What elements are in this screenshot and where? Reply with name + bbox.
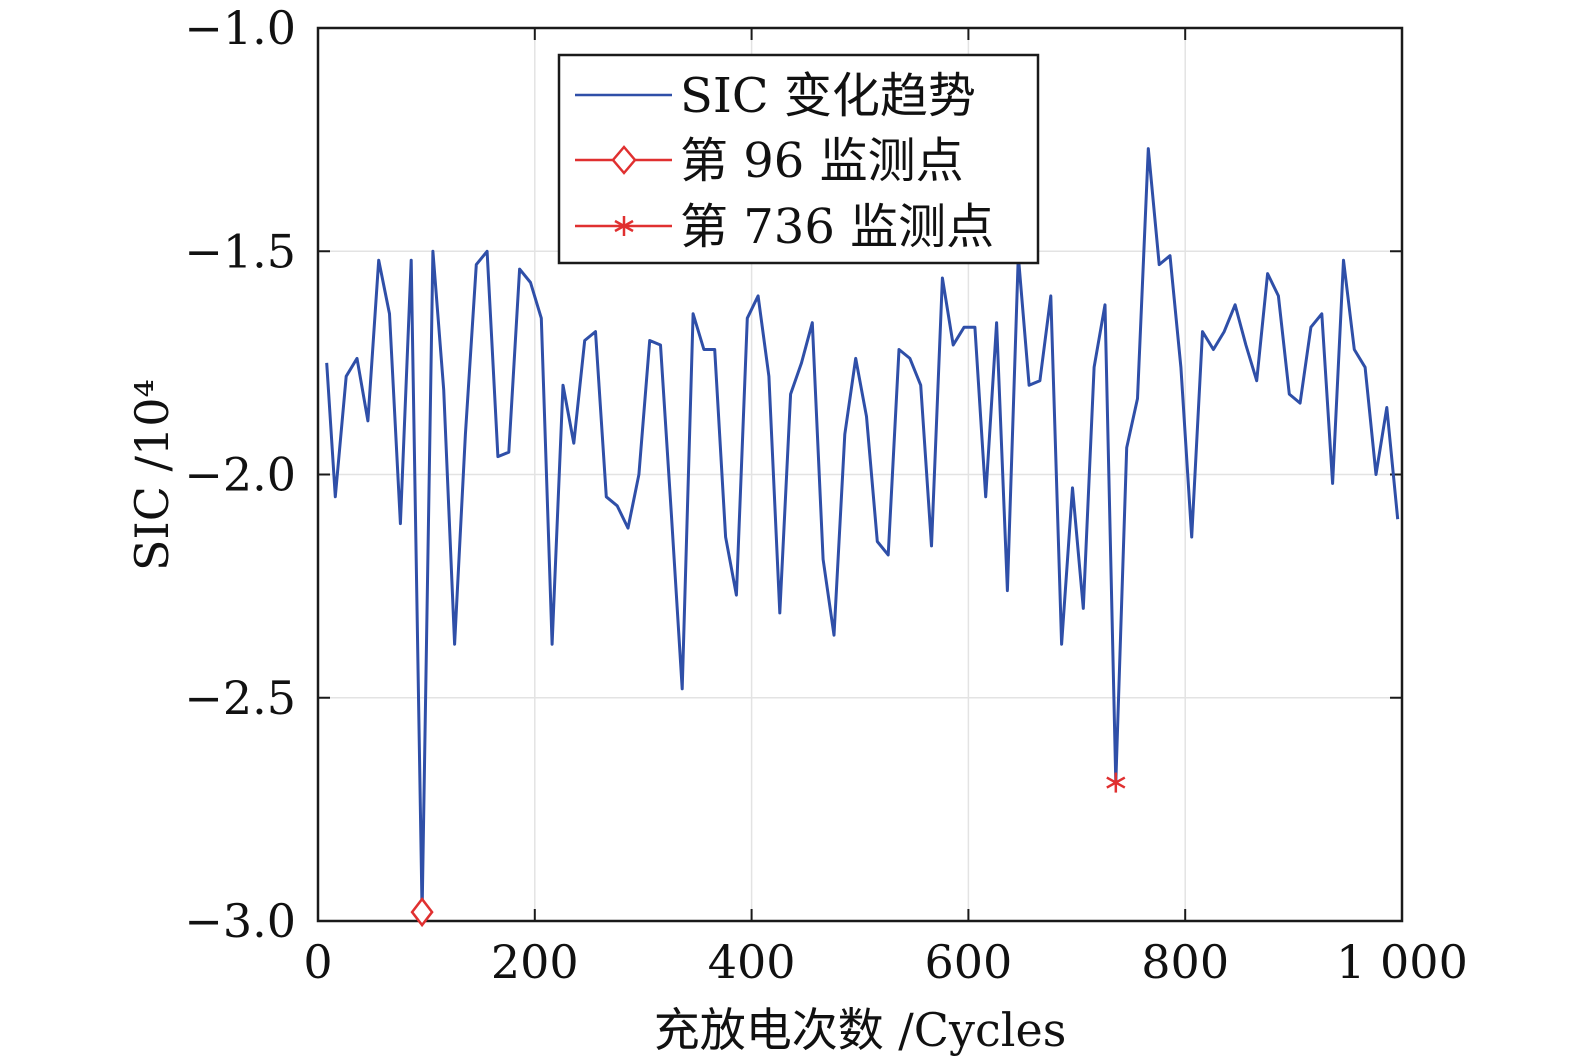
legend-label-trend: SIC 变化趋势 bbox=[680, 68, 976, 124]
legend-asterisk-marker bbox=[614, 216, 634, 236]
x-tick-label: 1 000 bbox=[1336, 935, 1468, 989]
x-tick-label: 800 bbox=[1141, 935, 1229, 989]
marker-point-736 bbox=[1106, 772, 1126, 793]
axis-ticks bbox=[317, 27, 1403, 922]
x-tick-label: 400 bbox=[708, 935, 796, 989]
y-tick-label: −2.5 bbox=[184, 671, 296, 725]
y-tick-label: −2.0 bbox=[184, 448, 296, 502]
asterisk-stroke bbox=[1106, 776, 1126, 789]
y-axis-title: SIC /10⁴ bbox=[125, 379, 179, 571]
y-tick-label: −1.0 bbox=[184, 1, 296, 55]
series-layer bbox=[325, 147, 1400, 914]
marker-point-96 bbox=[410, 897, 434, 928]
markers-layer bbox=[410, 772, 1126, 928]
x-tick-labels: 0 200 400 600 800 1 000 bbox=[303, 935, 1467, 989]
x-tick-label: 0 bbox=[303, 935, 332, 989]
legend-label-736: 第 736 监测点 bbox=[680, 199, 994, 255]
sic-trend-line bbox=[325, 147, 1400, 914]
x-tick-label: 200 bbox=[491, 935, 579, 989]
y-tick-label: −1.5 bbox=[184, 224, 296, 278]
legend: SIC 变化趋势 第 96 监测点 第 736 监测点 bbox=[557, 53, 1040, 265]
x-tick-label: 600 bbox=[924, 935, 1012, 989]
y-tick-labels: −1.0 −1.5 −2.0 −2.5 −3.0 bbox=[184, 1, 296, 948]
legend-diamond-marker bbox=[611, 145, 637, 175]
legend-label-96: 第 96 监测点 bbox=[680, 133, 964, 189]
x-axis-title: 充放电次数 /Cycles bbox=[654, 1003, 1067, 1057]
y-tick-label: −3.0 bbox=[184, 894, 296, 948]
